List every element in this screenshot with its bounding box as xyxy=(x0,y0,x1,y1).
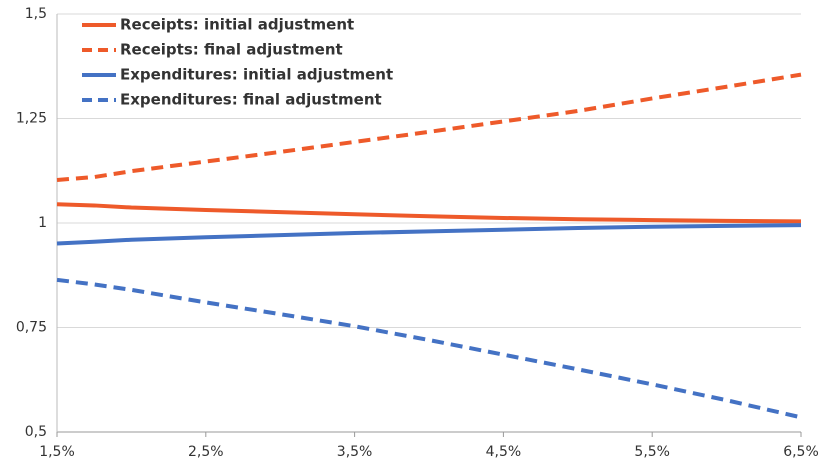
line-series xyxy=(56,223,802,246)
y-tick-label: 1,25 xyxy=(16,111,47,127)
x-tick-label: 4,5% xyxy=(486,444,522,460)
y-tick-label: 1,5 xyxy=(25,6,47,22)
x-tick-label: 1,5% xyxy=(39,444,75,460)
legend-label: Receipts: final adjustment xyxy=(120,41,343,59)
legend: Receipts: initial adjustment Receipts: fi… xyxy=(82,16,393,109)
line-series xyxy=(56,277,802,420)
x-tick-label: 2,5% xyxy=(188,444,224,460)
y-tick-label: 0,5 xyxy=(25,424,47,440)
x-tick-label: 3,5% xyxy=(337,444,373,460)
legend-label: Expenditures: initial adjustment xyxy=(120,66,393,84)
legend-label: Receipts: initial adjustment xyxy=(120,16,354,34)
line-series xyxy=(56,72,802,182)
y-tick-label: 1 xyxy=(38,215,47,231)
y-tick-label: 0,75 xyxy=(16,320,47,336)
x-tick-label: 6,5% xyxy=(783,444,819,460)
line-series xyxy=(56,202,802,224)
legend-label: Expenditures: final adjustment xyxy=(120,91,382,109)
x-tick-label: 5,5% xyxy=(634,444,670,460)
